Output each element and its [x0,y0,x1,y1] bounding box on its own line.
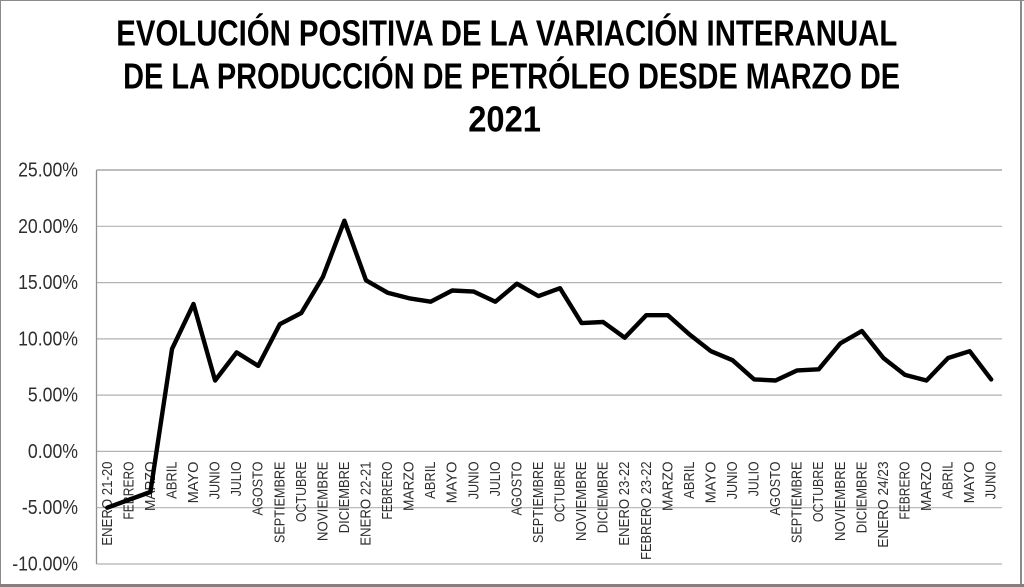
svg-text:DICIEMBRE: DICIEMBRE [853,462,870,534]
svg-text:MARZO: MARZO [401,462,418,512]
svg-text:ABRIL: ABRIL [422,462,439,499]
svg-text:15.00%: 15.00% [18,272,78,294]
svg-text:AGOSTO: AGOSTO [767,462,784,516]
svg-text:JUNIO: JUNIO [465,462,482,500]
svg-text:SEPTIEMBRE: SEPTIEMBRE [271,462,288,544]
svg-text:2021: 2021 [468,98,541,139]
svg-text:ABRIL: ABRIL [681,462,698,499]
svg-text:ENERO 21-20: ENERO 21-20 [99,462,116,546]
svg-text:OCTUBRE: OCTUBRE [810,462,827,523]
svg-text:OCTUBRE: OCTUBRE [552,462,569,523]
svg-text:DE LA PRODUCCIÓN DE PETRÓLEO D: DE LA PRODUCCIÓN DE PETRÓLEO DESDE MARZO… [123,55,900,97]
svg-text:-10.00%: -10.00% [12,554,78,576]
svg-text:10.00%: 10.00% [18,328,78,350]
svg-text:-5.00%: -5.00% [22,497,78,519]
svg-text:ENERO 24/23: ENERO 24/23 [875,462,892,548]
svg-text:JULIO: JULIO [746,462,763,497]
svg-text:JUNIO: JUNIO [207,462,224,500]
svg-text:MAYO: MAYO [961,462,978,504]
svg-text:EVOLUCIÓN POSITIVA DE LA VARIA: EVOLUCIÓN POSITIVA DE LA VARIACIÓN INTER… [116,12,897,54]
svg-text:NOVIEMBRE: NOVIEMBRE [573,462,590,542]
svg-text:FEBRERO: FEBRERO [897,462,914,520]
svg-text:20.00%: 20.00% [18,216,78,238]
svg-text:ENERO 22-21: ENERO 22-21 [358,462,375,546]
svg-text:DICIEMBRE: DICIEMBRE [336,462,353,534]
svg-text:ABRIL: ABRIL [164,462,181,499]
svg-text:JUNIO: JUNIO [983,462,1000,500]
svg-text:25.00%: 25.00% [18,160,78,182]
svg-text:JULIO: JULIO [228,462,245,497]
svg-text:FEBRERO: FEBRERO [379,462,396,520]
svg-text:MAYO: MAYO [702,462,719,504]
svg-text:JULIO: JULIO [487,462,504,497]
svg-text:OCTUBRE: OCTUBRE [293,462,310,523]
svg-text:FEBRERO 23-22: FEBRERO 23-22 [638,462,655,560]
svg-text:JUNIO: JUNIO [724,462,741,500]
svg-text:SEPTIEMBRE: SEPTIEMBRE [789,462,806,544]
svg-text:AGOSTO: AGOSTO [250,462,267,516]
svg-text:MARZO: MARZO [918,462,935,512]
svg-text:MARZO: MARZO [659,462,676,512]
svg-text:MAYO: MAYO [185,462,202,504]
svg-text:FEBRERO: FEBRERO [120,462,137,520]
svg-text:SEPTIEMBRE: SEPTIEMBRE [530,462,547,544]
svg-text:NOVIEMBRE: NOVIEMBRE [832,462,849,542]
svg-text:5.00%: 5.00% [28,385,78,407]
svg-text:NOVIEMBRE: NOVIEMBRE [314,462,331,542]
svg-text:ENERO 23-22: ENERO 23-22 [616,462,633,546]
svg-text:AGOSTO: AGOSTO [508,462,525,516]
svg-text:MAYO: MAYO [444,462,461,504]
svg-text:ABRIL: ABRIL [940,462,957,499]
svg-text:0.00%: 0.00% [28,441,78,463]
svg-text:DICIEMBRE: DICIEMBRE [595,462,612,534]
